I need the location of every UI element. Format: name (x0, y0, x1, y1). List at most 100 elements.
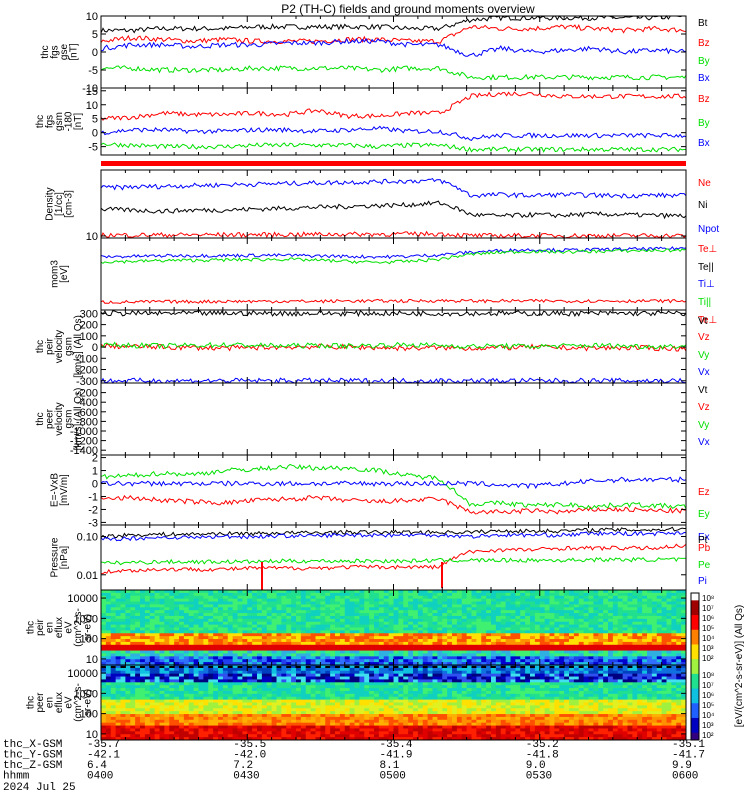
heatmap-cell (427, 639, 433, 643)
heatmap-cell (374, 673, 380, 677)
heatmap-cell (183, 685, 190, 689)
heatmap-cell (359, 676, 365, 680)
heatmap-cell (612, 662, 619, 666)
heatmap-cell (222, 595, 229, 600)
heatmap-cell (281, 601, 287, 605)
heatmap-cell (208, 607, 214, 611)
heatmap-cell (393, 682, 399, 686)
heatmap-cell (276, 639, 282, 643)
heatmap-cell (369, 639, 375, 643)
heatmap-cell (578, 592, 585, 597)
heatmap-cell (632, 659, 638, 663)
heatmap-cell (642, 653, 648, 657)
heatmap-cell (266, 676, 273, 680)
heatmap-cell (374, 641, 380, 646)
heatmap-cell (374, 636, 380, 640)
heatmap-cell (349, 653, 355, 657)
heatmap-cell (388, 688, 394, 692)
heatmap-cell (564, 630, 570, 634)
heatmap-cell (374, 613, 380, 617)
heatmap-cell (120, 647, 126, 651)
heatmap-cell (481, 601, 487, 605)
heatmap-cell (647, 670, 653, 675)
heatmap-cell (101, 639, 107, 643)
legend-temp-Te||: Te|| (698, 262, 714, 273)
heatmap-cell (266, 601, 273, 605)
heatmap-cell (651, 679, 658, 683)
heatmap-cell (110, 592, 117, 597)
heatmap-cell (452, 641, 458, 646)
heatmap-cell (495, 598, 502, 602)
heatmap-cell (344, 676, 351, 680)
heatmap-cell (598, 601, 604, 605)
heatmap-cell (642, 615, 648, 620)
heatmap-cell (242, 653, 248, 657)
heatmap-cell (583, 636, 589, 640)
heatmap-cell (369, 607, 375, 611)
heatmap-cell (257, 679, 263, 683)
heatmap-cell (442, 630, 448, 634)
heatmap-cell (120, 659, 126, 663)
heatmap-cell (213, 604, 219, 608)
heatmap-cell (491, 685, 497, 689)
heatmap-cell (208, 615, 214, 620)
heatmap-cell (578, 685, 585, 689)
heatmap-cell (661, 601, 667, 605)
heatmap-cell (403, 618, 409, 623)
heatmap-cell (671, 685, 677, 689)
heatmap-cell (242, 601, 248, 605)
heatmap-cell (534, 641, 541, 646)
heatmap-cell (432, 615, 438, 620)
heatmap-cell (359, 624, 365, 628)
heatmap-cell (413, 685, 419, 689)
heatmap-cell (417, 644, 424, 649)
heatmap-cell (242, 670, 248, 675)
heatmap-cell (105, 604, 112, 608)
heatmap-cell (261, 650, 268, 654)
heatmap-cell (310, 598, 316, 602)
ytick-label: 0 (92, 128, 98, 140)
heatmap-cell (383, 595, 390, 600)
heatmap-cell (637, 685, 643, 689)
heatmap-cell (530, 604, 536, 608)
heatmap-cell (593, 667, 599, 672)
heatmap-cell (403, 644, 409, 649)
heatmap-cell (593, 590, 599, 594)
heatmap-cell (530, 673, 536, 677)
heatmap-cell (491, 641, 497, 646)
heatmap-cell (257, 601, 263, 605)
heatmap-cell (510, 673, 516, 677)
heatmap-cell (183, 662, 190, 666)
heatmap-cell (408, 647, 414, 651)
heatmap-cell (505, 607, 511, 611)
heatmap-cell (183, 650, 190, 654)
heatmap-cell (261, 673, 268, 677)
heatmap-cell (378, 667, 385, 672)
heatmap-cell (257, 670, 263, 675)
heatmap-cell (637, 592, 643, 597)
heatmap-cell (559, 604, 565, 608)
heatmap-cell (115, 690, 121, 695)
heatmap-cell (130, 656, 136, 660)
heatmap-cell (208, 685, 214, 689)
heatmap-cell (257, 647, 263, 651)
heatmap-cell (466, 662, 472, 666)
heatmap-cell (661, 690, 667, 695)
heatmap-cell (671, 682, 677, 686)
heatmap-cell (144, 621, 151, 626)
heatmap-cell (520, 653, 526, 657)
heatmap-cell (569, 601, 575, 605)
heatmap-cell (369, 630, 375, 634)
heatmap-cell (666, 647, 672, 651)
heatmap-cell (378, 679, 385, 683)
heatmap-cell (466, 690, 472, 695)
heatmap-cell (110, 624, 117, 628)
heatmap-cell (276, 604, 282, 608)
heatmap-cell (266, 613, 273, 617)
heatmap-cell (617, 590, 624, 594)
heatmap-cell (218, 595, 224, 600)
heatmap-cell (208, 592, 214, 597)
heatmap-cell (364, 610, 370, 614)
heatmap-cell (408, 690, 414, 695)
heatmap-cell (549, 653, 555, 657)
